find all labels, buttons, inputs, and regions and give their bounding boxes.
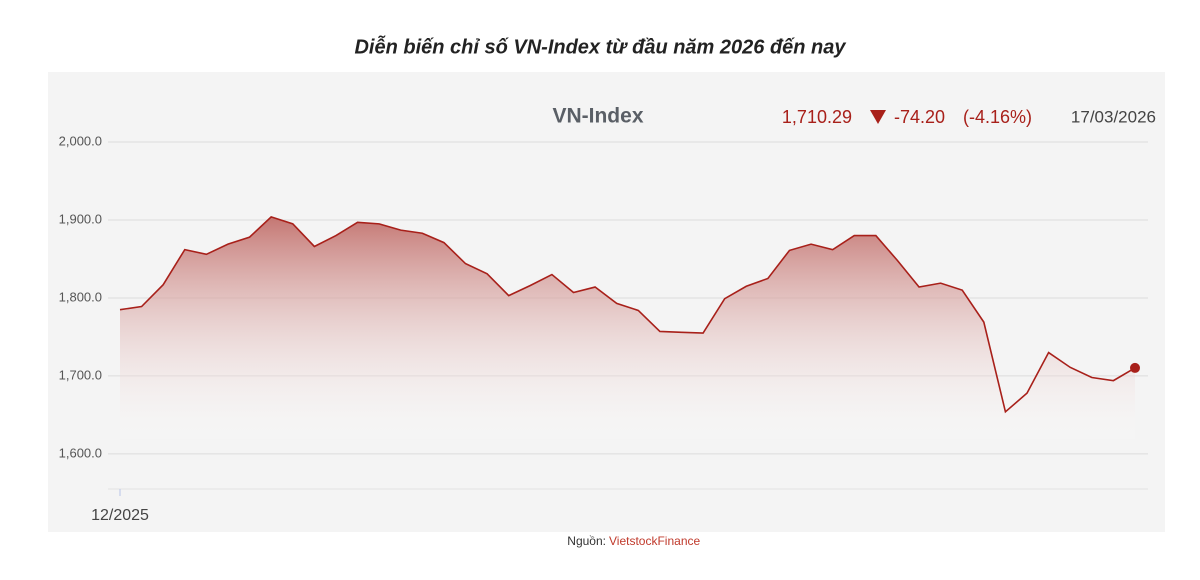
- chart-title: Diễn biến chỉ số VN-Index từ đầu năm 202…: [354, 35, 846, 58]
- y-tick-label: 1,600.0: [59, 445, 102, 460]
- y-tick-label: 1,800.0: [59, 289, 102, 304]
- y-tick-label: 1,900.0: [59, 211, 102, 226]
- header-name: VN-Index: [552, 105, 643, 128]
- area-fill: [120, 216, 1135, 439]
- source-label: Nguồn:: [567, 534, 606, 548]
- y-tick-label: 1,700.0: [59, 367, 102, 382]
- y-tick-label: 2,000.0: [59, 133, 102, 148]
- x-tick-label: 12/2025: [91, 507, 149, 524]
- header-date: 17/03/2026: [1071, 107, 1156, 126]
- down-arrow: [870, 110, 886, 124]
- line: [119, 215, 1136, 414]
- source: VietstockFinance: [609, 534, 700, 548]
- header-last: 1,710.29: [782, 107, 852, 127]
- header-change: -74.20: [894, 107, 945, 127]
- header-change-pct: (-4.16%): [963, 107, 1032, 127]
- last-point: [1130, 362, 1140, 373]
